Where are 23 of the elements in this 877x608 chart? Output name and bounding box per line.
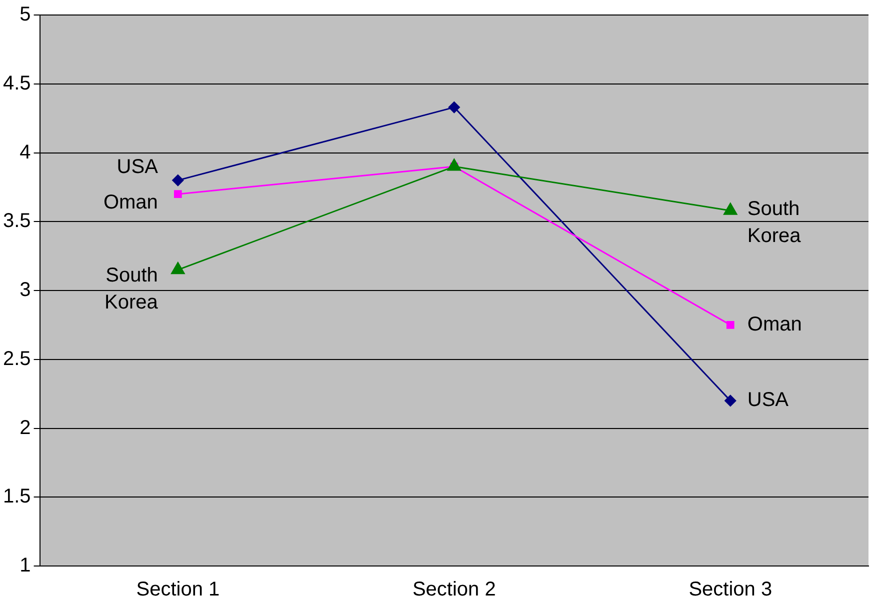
y-tick-label: 3: [20, 279, 31, 302]
y-tick-label: 4.5: [2, 72, 31, 94]
x-tick-label: Section 1: [136, 578, 220, 601]
y-tick-label: 5: [20, 4, 31, 26]
text: South Korea: [104, 264, 158, 314]
x-tick-label: Section 2: [412, 578, 496, 601]
series-label: USA: [747, 389, 790, 412]
y-tick-label: 1.5: [2, 486, 31, 508]
text: USA: [116, 156, 158, 178]
series-label: Oman: [747, 313, 802, 336]
y-tick-label: 1: [20, 554, 31, 577]
point: [172, 174, 184, 186]
y-tick-label: 2: [20, 416, 31, 439]
text: Oman: [103, 192, 158, 214]
point: [726, 321, 734, 329]
y-tick-label: 4: [20, 141, 31, 164]
point: [448, 102, 460, 114]
y-tick-label: 2.5: [2, 348, 31, 370]
point: [724, 394, 736, 406]
x-tick-label: Section 3: [688, 578, 772, 601]
series-label: South Korea: [747, 198, 802, 248]
point: [174, 190, 182, 198]
y-tick-label: 3.5: [2, 210, 31, 232]
